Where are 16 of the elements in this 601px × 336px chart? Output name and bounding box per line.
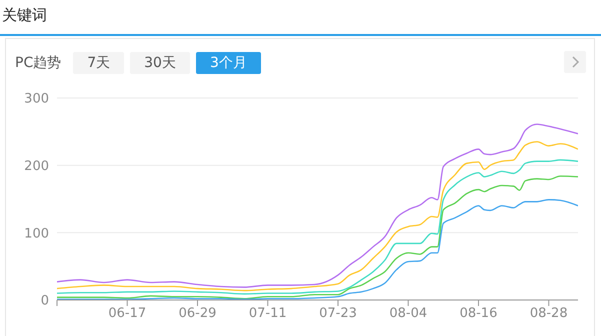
- x-tick-label: 06-29: [178, 306, 216, 322]
- text: PC趋势: [15, 54, 62, 72]
- y-tick-label: 200: [24, 158, 49, 174]
- y-tick-label: 0: [40, 294, 49, 309]
- text: 3个月: [196, 52, 261, 74]
- text: 7天: [73, 52, 124, 74]
- y-tick-label: 100: [24, 226, 49, 242]
- x-tick-label: 08-28: [530, 306, 568, 322]
- x-tick-label: 07-11: [248, 306, 287, 322]
- x-tick-label: 08-04: [389, 306, 428, 322]
- y-tick-label: 300: [24, 92, 49, 107]
- x-tick-label: 08-16: [460, 306, 498, 322]
- x-tick-label: 06-17: [108, 306, 146, 322]
- chart-title: 关键词: [2, 6, 47, 25]
- x-tick-label: 07-23: [319, 306, 357, 322]
- text: 30天: [130, 52, 190, 74]
